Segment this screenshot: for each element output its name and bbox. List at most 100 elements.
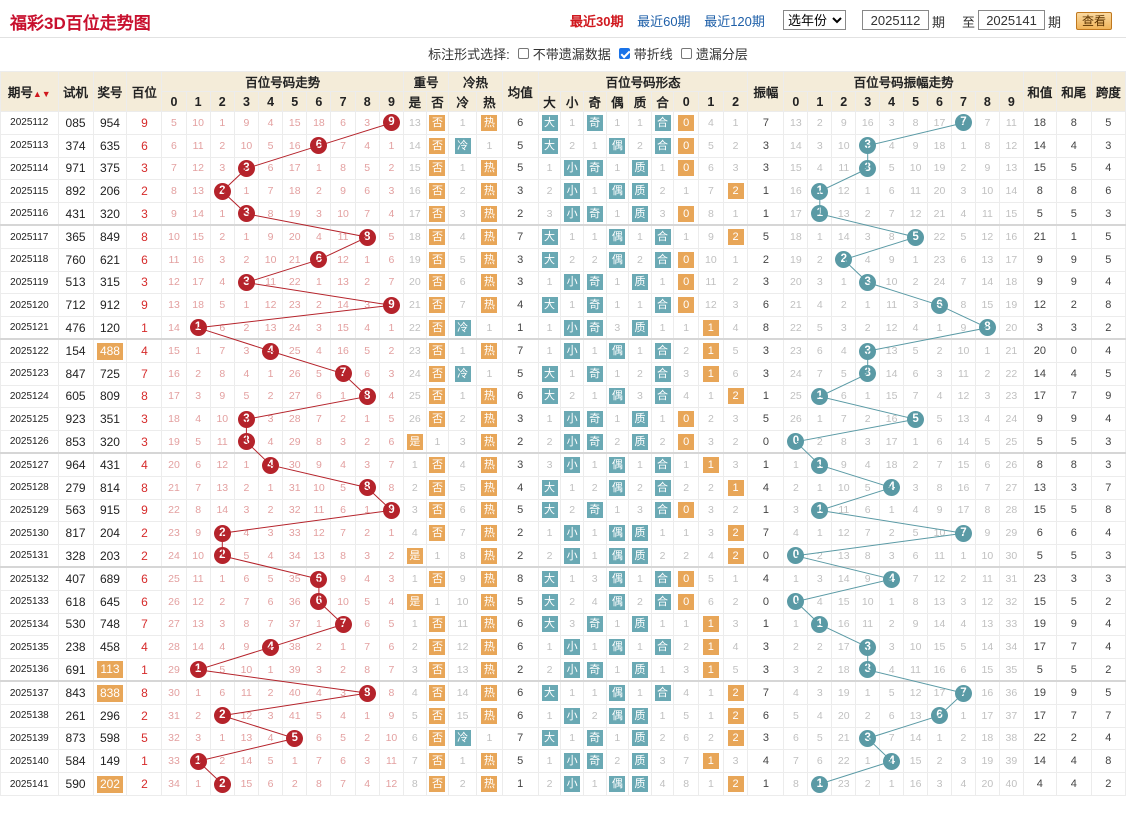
hotcold-cell: 热: [476, 179, 503, 204]
range-link-120[interactable]: 最近120期: [704, 14, 765, 29]
hotcold-cell: 6: [448, 498, 478, 523]
amp-trend-cell: 10: [831, 133, 857, 158]
tail-cell: 4: [1055, 361, 1092, 386]
issue-cell: 2025132: [0, 566, 59, 591]
hotcold-cell: 7: [448, 293, 478, 318]
checkbox-layered[interactable]: [680, 47, 692, 59]
trend-cell: 7: [233, 589, 260, 614]
period-from-input[interactable]: 2025112: [862, 10, 929, 30]
marker: 小: [564, 707, 581, 724]
range-link-30[interactable]: 最近30期: [570, 14, 624, 29]
sum-cell: 5: [1022, 658, 1057, 682]
marker: 2: [727, 730, 744, 747]
trend-cell: 2: [378, 156, 405, 181]
tail-cell: 7: [1055, 635, 1092, 660]
marker: 偶: [609, 685, 626, 702]
repeat-cell: 否: [425, 133, 450, 158]
amp-trend-cell: 21: [998, 338, 1024, 363]
form-cell: 4: [582, 589, 607, 614]
amp-cell: 0: [747, 589, 785, 614]
amp-trend-cell: 10: [831, 475, 857, 500]
amp-trend-cell: 4: [950, 772, 976, 796]
amp-trend-cell: 1: [879, 498, 905, 523]
trend-cell: 7: [161, 156, 187, 181]
trend-cell: 3: [209, 247, 235, 272]
amp-trend-cell: 17: [998, 247, 1024, 272]
period-to-input[interactable]: 2025141: [978, 10, 1045, 30]
amp-trend-cell: 15: [998, 202, 1024, 226]
mod3-cell: 3: [698, 521, 724, 546]
header-comp: 合: [650, 91, 675, 112]
trend-cell: 8: [354, 658, 380, 682]
trend-ball: 6: [310, 137, 328, 155]
form-cell: 1: [650, 270, 675, 295]
tail-cell: 5: [1055, 544, 1092, 568]
tail-cell: 8: [1055, 179, 1092, 204]
span-cell: 3: [1090, 566, 1126, 591]
trend-cell: 6: [306, 726, 332, 751]
header-trend-digit-2: 2: [209, 91, 235, 112]
marker: 热: [481, 525, 498, 542]
header-amp-digit-1: 1: [807, 91, 833, 112]
tail-cell: 9: [1055, 270, 1092, 295]
form-cell: 奇: [582, 498, 607, 523]
trend-cell: 3: [185, 384, 211, 409]
option-layered[interactable]: 遗漏分层: [680, 44, 748, 63]
header-avg: 均值: [501, 71, 539, 112]
amp-trend-cell: 5: [950, 224, 976, 249]
marker: 2: [727, 547, 744, 564]
trend-cell: 3: [258, 407, 284, 432]
checkbox-polyline[interactable]: [618, 47, 630, 59]
header-issue[interactable]: 期号▲▼: [0, 71, 59, 112]
trend-cell: 3: [258, 521, 284, 546]
bai-cell: 4: [126, 338, 163, 363]
amp-trend-cell: 9: [927, 498, 952, 523]
shiji-cell: 431: [57, 202, 94, 226]
trend-cell: 1: [378, 316, 405, 340]
marker: 否: [429, 229, 446, 246]
view-button[interactable]: 查看: [1076, 12, 1112, 30]
trend-cell: 4: [233, 361, 260, 386]
amp-trend-cell: 5: [879, 156, 905, 181]
marker: 2: [727, 525, 744, 542]
trend-cell: 9: [161, 202, 187, 226]
sum-cell: 18: [1022, 111, 1057, 135]
form-cell: 奇: [582, 407, 607, 432]
sort-icon[interactable]: ▲▼: [32, 89, 51, 99]
form-cell: 奇: [582, 361, 607, 386]
trend-cell: 5: [378, 612, 405, 637]
hotcold-cell: 热: [476, 749, 503, 774]
amp-ball: 4: [883, 752, 901, 770]
marker: 热: [481, 411, 498, 428]
marker: 大: [541, 593, 558, 610]
trend-cell: 2: [185, 361, 211, 386]
header-amp-digit-8: 8: [974, 91, 1000, 112]
trend-cell: 2: [233, 475, 260, 500]
year-select[interactable]: 选年份: [783, 10, 846, 30]
trend-cell: 9: [330, 179, 356, 204]
mod3-cell: 2: [673, 635, 700, 660]
trend-cell: 14: [209, 498, 235, 523]
trend-cell: 4: [330, 703, 356, 728]
form-cell: 2: [560, 133, 584, 158]
sum-cell: 19: [1022, 680, 1057, 705]
trend-ball-cell: 8: [354, 475, 380, 500]
trend-cell: 13: [330, 270, 356, 295]
option-polyline[interactable]: 带折线: [618, 44, 673, 63]
amp-trend-cell: 2: [855, 703, 881, 728]
trend-cell: 1: [354, 247, 380, 272]
marker: 偶: [609, 251, 626, 268]
table-row: 2025140 584 149 1 33 1 2 14 5 1 7 6 3 11 7 否 1 热 5 1 小奇 2 质 3 7 1…: [0, 749, 1126, 774]
amp-trend-cell: 8: [903, 589, 929, 614]
span-cell: 4: [1090, 270, 1126, 295]
option-no-omission[interactable]: 不带遗漏数据: [517, 44, 611, 63]
trend-ball-cell: 8: [354, 384, 380, 409]
amp-cell: 0: [747, 544, 785, 568]
amp-trend-cell: 14: [783, 133, 809, 158]
marker: 热: [481, 593, 498, 610]
checkbox-no-omission[interactable]: [517, 47, 529, 59]
amp-trend-cell: 14: [831, 566, 857, 591]
range-link-60[interactable]: 最近60期: [637, 14, 691, 29]
form-cell: 小: [560, 703, 584, 728]
trend-cell: 3: [354, 544, 380, 568]
